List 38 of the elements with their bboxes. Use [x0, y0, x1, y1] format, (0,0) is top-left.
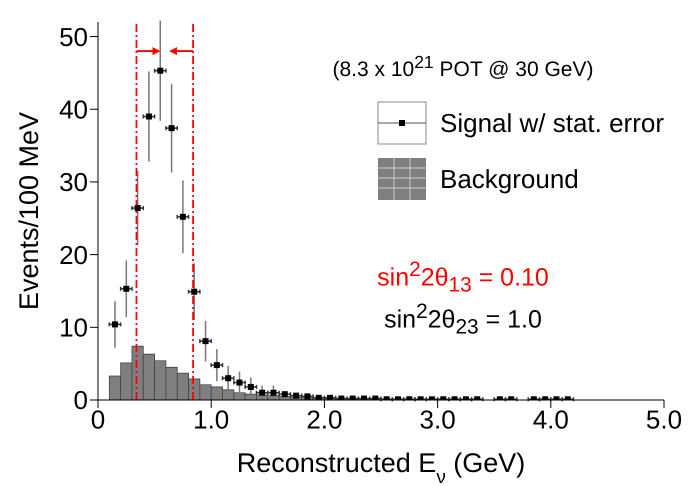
y-axis-title: Events/100 MeV [14, 112, 44, 310]
point [225, 375, 232, 382]
y-tick-label: 0 [74, 385, 88, 416]
point [304, 393, 310, 400]
point [123, 286, 130, 292]
point [293, 392, 300, 399]
annotation: sin$^{2}$2θ$_{23}$ = 1.0 [383, 300, 543, 340]
point [270, 390, 276, 396]
x-tick-label: 2.0 [306, 404, 342, 434]
y-tick-label: 30 [59, 167, 88, 198]
point [316, 394, 322, 400]
y-tick-label: 40 [59, 94, 88, 124]
point [202, 338, 209, 344]
point [146, 114, 152, 120]
x-axis-title: Reconstructed E$_{ν}$ (GeV) [236, 448, 526, 486]
legend-label: Signal w/ stat. error [440, 108, 664, 138]
x-tick-label: 3.0 [420, 404, 456, 434]
point [191, 288, 198, 295]
point [112, 321, 118, 328]
point [180, 214, 186, 220]
annotation: (8.3 x 10$^{21}$ POT @ 30 GeV) [331, 52, 594, 82]
point [259, 390, 266, 396]
point [282, 391, 288, 398]
y-tick-label: 50 [59, 22, 88, 52]
point [214, 362, 220, 368]
x-tick-label: 4.0 [532, 404, 569, 434]
x-tick-label: 5.0 [646, 404, 682, 434]
point [236, 380, 242, 386]
point [327, 394, 334, 400]
x-tick-label: 1.0 [193, 404, 230, 434]
y-tick-label: 10 [59, 312, 88, 343]
y-tick-label: 20 [59, 240, 88, 270]
point [168, 125, 175, 132]
point [134, 205, 141, 212]
point [157, 68, 164, 74]
point [248, 384, 254, 390]
annotation: sin$^{2}$2θ$_{13}$ = 0.10 [376, 258, 550, 298]
legend-label: Background [440, 164, 579, 194]
